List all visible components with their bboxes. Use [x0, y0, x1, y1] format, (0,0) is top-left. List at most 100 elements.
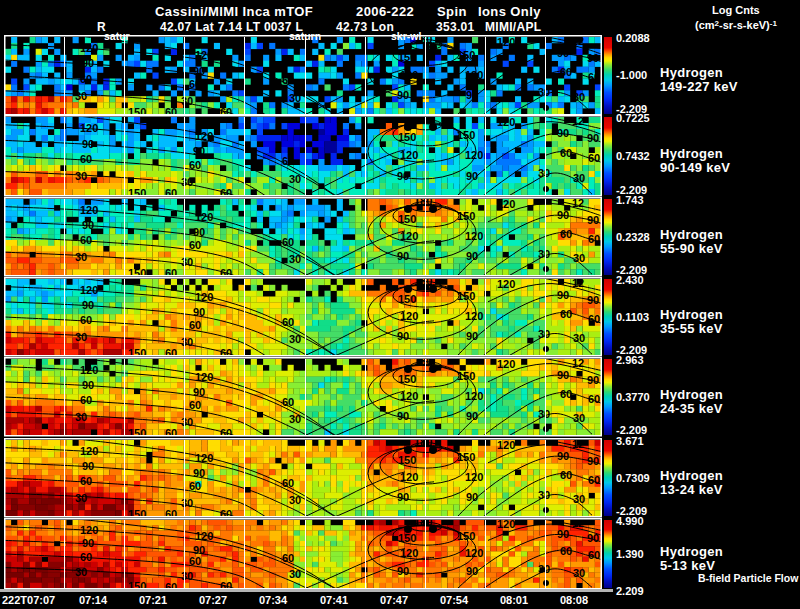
svg-text:30: 30 — [289, 333, 301, 345]
svg-text:60: 60 — [282, 477, 294, 489]
svg-text:120: 120 — [195, 530, 213, 542]
svg-text:30: 30 — [181, 570, 193, 582]
svg-text:60: 60 — [189, 399, 201, 411]
svg-text:120: 120 — [497, 358, 515, 370]
svg-text:saturn: saturn — [289, 30, 321, 42]
svg-text:90: 90 — [82, 57, 94, 69]
svg-text:90: 90 — [557, 528, 569, 540]
svg-text:30: 30 — [573, 91, 585, 103]
svg-text:30: 30 — [181, 416, 193, 428]
svg-text:90: 90 — [587, 132, 599, 144]
svg-text:Hydrogen: Hydrogen — [660, 468, 723, 483]
svg-text:07:27: 07:27 — [199, 594, 227, 606]
svg-text:30: 30 — [573, 332, 585, 344]
svg-text:120: 120 — [497, 439, 515, 451]
svg-text:08:01: 08:01 — [500, 594, 528, 606]
svg-text:60: 60 — [588, 549, 600, 561]
svg-text:90: 90 — [397, 565, 409, 577]
svg-text:30: 30 — [538, 563, 550, 575]
svg-text:0.7432: 0.7432 — [616, 150, 650, 162]
svg-text:60: 60 — [189, 239, 201, 251]
svg-text:120: 120 — [400, 390, 418, 402]
svg-text:150: 150 — [457, 290, 475, 302]
svg-text:30: 30 — [75, 566, 87, 578]
svg-text:30: 30 — [75, 170, 87, 182]
svg-text:30: 30 — [538, 408, 550, 420]
svg-text:skr-wl: skr-wl — [391, 30, 421, 42]
svg-text:120: 120 — [80, 364, 98, 376]
svg-text:2.963: 2.963 — [616, 354, 644, 366]
svg-text:2006-222: 2006-222 — [356, 4, 414, 19]
svg-text:90: 90 — [397, 89, 409, 101]
svg-text:2.209: 2.209 — [616, 585, 644, 597]
svg-text:30: 30 — [181, 95, 193, 107]
svg-text:90: 90 — [587, 374, 599, 386]
svg-text:1.390: 1.390 — [616, 548, 644, 560]
svg-text:60: 60 — [282, 236, 294, 248]
svg-text:90: 90 — [193, 226, 205, 238]
svg-text:120: 120 — [465, 230, 483, 242]
svg-text:30: 30 — [573, 172, 585, 184]
svg-text:30: 30 — [573, 252, 585, 264]
svg-text:90: 90 — [82, 379, 94, 391]
svg-text:42.07 Lat 7.14 LT 0037 L: 42.07 Lat 7.14 LT 0037 L — [160, 20, 303, 34]
svg-text:Hydrogen: Hydrogen — [660, 307, 723, 322]
svg-text:30: 30 — [289, 253, 301, 265]
svg-text:60: 60 — [80, 234, 92, 246]
svg-text:60: 60 — [588, 474, 600, 486]
svg-text:60: 60 — [560, 147, 572, 159]
svg-text:90: 90 — [587, 532, 599, 544]
svg-text:07:41: 07:41 — [320, 594, 348, 606]
svg-text:30: 30 — [289, 568, 301, 580]
svg-text:90: 90 — [466, 89, 478, 101]
svg-text:30: 30 — [538, 167, 550, 179]
svg-text:07:54: 07:54 — [440, 594, 469, 606]
svg-text:150: 150 — [457, 370, 475, 382]
svg-text:satur: satur — [104, 30, 130, 42]
svg-text:120: 120 — [195, 291, 213, 303]
svg-text:Hydrogen: Hydrogen — [660, 387, 723, 402]
svg-text:30: 30 — [75, 492, 87, 504]
svg-text:Hydrogen: Hydrogen — [660, 544, 723, 559]
svg-text:150: 150 — [457, 210, 475, 222]
svg-text:150: 150 — [398, 131, 416, 143]
svg-text:90: 90 — [587, 294, 599, 306]
svg-text:90: 90 — [82, 219, 94, 231]
svg-text:0.1103: 0.1103 — [616, 311, 649, 323]
svg-text:90: 90 — [587, 52, 599, 64]
svg-text:60: 60 — [189, 319, 201, 331]
svg-text:0.2328: 0.2328 — [616, 231, 650, 243]
svg-text:30: 30 — [181, 176, 193, 188]
svg-text:30: 30 — [181, 497, 193, 509]
svg-text:07:14: 07:14 — [79, 594, 108, 606]
svg-text:90-149 keV: 90-149 keV — [660, 160, 730, 175]
svg-text:90: 90 — [466, 250, 478, 262]
svg-text:120: 120 — [497, 36, 515, 48]
svg-text:60: 60 — [282, 74, 294, 86]
svg-text:08:08: 08:08 — [560, 594, 588, 606]
svg-text:Ions Only: Ions Only — [478, 4, 541, 19]
svg-text:120: 120 — [80, 204, 98, 216]
svg-text:60: 60 — [189, 480, 201, 492]
svg-text:5-13 keV: 5-13 keV — [660, 558, 715, 573]
svg-text:90: 90 — [557, 47, 569, 59]
svg-text:60: 60 — [588, 71, 600, 83]
svg-text:90: 90 — [193, 306, 205, 318]
svg-text:30: 30 — [573, 567, 585, 579]
svg-text:30: 30 — [289, 494, 301, 506]
svg-text:60: 60 — [282, 396, 294, 408]
svg-text:120: 120 — [400, 69, 418, 81]
svg-text:-1.000: -1.000 — [616, 69, 647, 81]
svg-text:222T07:07: 222T07:07 — [2, 594, 55, 606]
svg-text:120: 120 — [80, 42, 98, 54]
svg-text:0.3770: 0.3770 — [616, 391, 650, 403]
svg-text:30: 30 — [75, 411, 87, 423]
svg-text:120: 120 — [80, 122, 98, 134]
svg-text:MIMI/APL: MIMI/APL — [485, 20, 541, 34]
svg-text:(cm2-sr-s-keV)-1: (cm2-sr-s-keV)-1 — [695, 19, 777, 31]
svg-text:60: 60 — [560, 66, 572, 78]
svg-text:120: 120 — [400, 149, 418, 161]
svg-text:120: 120 — [80, 524, 98, 536]
svg-text:90: 90 — [557, 209, 569, 221]
svg-text:90: 90 — [397, 330, 409, 342]
